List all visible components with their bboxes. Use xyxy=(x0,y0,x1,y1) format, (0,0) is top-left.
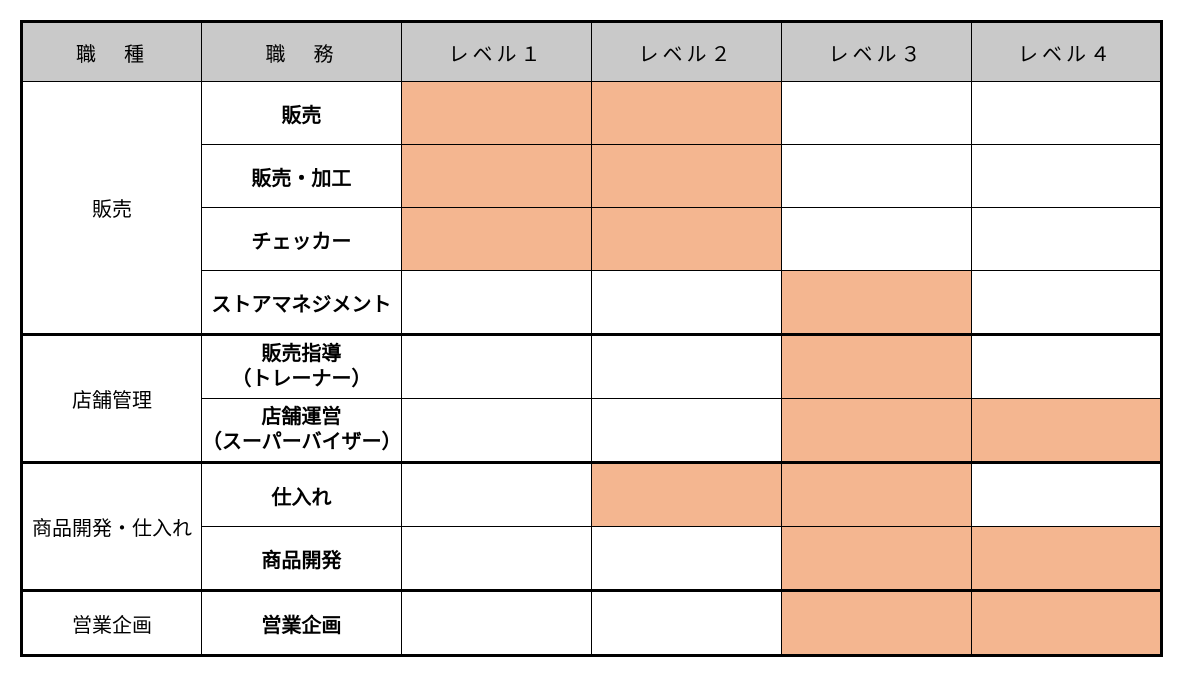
category-cell: 商品開発・仕入れ xyxy=(22,463,202,591)
level-cell xyxy=(402,271,592,335)
col-header-category: 職 種 xyxy=(22,22,202,82)
job-cell: 販売 xyxy=(202,82,402,145)
col-header-level2: レベル２ xyxy=(592,22,782,82)
table-header: 職 種 職 務 レベル１ レベル２ レベル３ レベル４ xyxy=(22,22,1162,82)
table-row: 店舗管理販売指導（トレーナー） xyxy=(22,335,1162,399)
level-cell xyxy=(592,591,782,656)
job-cell: ストアマネジメント xyxy=(202,271,402,335)
level-cell xyxy=(782,145,972,208)
category-cell: 販売 xyxy=(22,82,202,335)
level-cell xyxy=(592,208,782,271)
col-header-level1: レベル１ xyxy=(402,22,592,82)
category-cell: 店舗管理 xyxy=(22,335,202,463)
level-cell xyxy=(592,271,782,335)
level-cell xyxy=(592,399,782,463)
level-cell xyxy=(972,82,1162,145)
level-cell xyxy=(592,82,782,145)
level-cell xyxy=(782,463,972,527)
job-cell: チェッカー xyxy=(202,208,402,271)
job-label: 店舗運営（スーパーバイザー） xyxy=(202,405,401,455)
col-header-level3: レベル３ xyxy=(782,22,972,82)
level-cell xyxy=(972,335,1162,399)
level-cell xyxy=(782,82,972,145)
level-cell xyxy=(782,399,972,463)
level-cell xyxy=(402,399,592,463)
level-cell xyxy=(402,145,592,208)
job-cell: 販売指導（トレーナー） xyxy=(202,335,402,399)
level-cell xyxy=(972,145,1162,208)
level-cell xyxy=(402,527,592,591)
level-cell xyxy=(782,527,972,591)
table-row: 営業企画営業企画 xyxy=(22,591,1162,656)
job-cell: 商品開発 xyxy=(202,527,402,591)
level-cell xyxy=(782,591,972,656)
level-cell xyxy=(972,591,1162,656)
level-cell xyxy=(972,527,1162,591)
level-cell xyxy=(782,335,972,399)
level-cell xyxy=(592,145,782,208)
level-cell xyxy=(402,463,592,527)
job-cell: 営業企画 xyxy=(202,591,402,656)
level-cell xyxy=(972,271,1162,335)
job-level-table: 職 種 職 務 レベル１ レベル２ レベル３ レベル４ 販売販売販売・加工チェッ… xyxy=(20,20,1163,657)
level-cell xyxy=(402,335,592,399)
level-cell xyxy=(972,463,1162,527)
category-cell: 営業企画 xyxy=(22,591,202,656)
level-cell xyxy=(972,208,1162,271)
level-cell xyxy=(782,271,972,335)
level-cell xyxy=(592,527,782,591)
col-header-level4: レベル４ xyxy=(972,22,1162,82)
table-body: 販売販売販売・加工チェッカーストアマネジメント店舗管理販売指導（トレーナー）店舗… xyxy=(22,82,1162,656)
level-cell xyxy=(592,335,782,399)
job-cell: 仕入れ xyxy=(202,463,402,527)
level-cell xyxy=(972,399,1162,463)
level-cell xyxy=(402,82,592,145)
level-cell xyxy=(592,463,782,527)
job-label: 販売指導（トレーナー） xyxy=(202,342,401,392)
level-cell xyxy=(782,208,972,271)
col-header-job: 職 務 xyxy=(202,22,402,82)
level-cell xyxy=(402,591,592,656)
table-row: 販売販売 xyxy=(22,82,1162,145)
level-cell xyxy=(402,208,592,271)
table-row: 商品開発・仕入れ仕入れ xyxy=(22,463,1162,527)
job-cell: 販売・加工 xyxy=(202,145,402,208)
job-cell: 店舗運営（スーパーバイザー） xyxy=(202,399,402,463)
